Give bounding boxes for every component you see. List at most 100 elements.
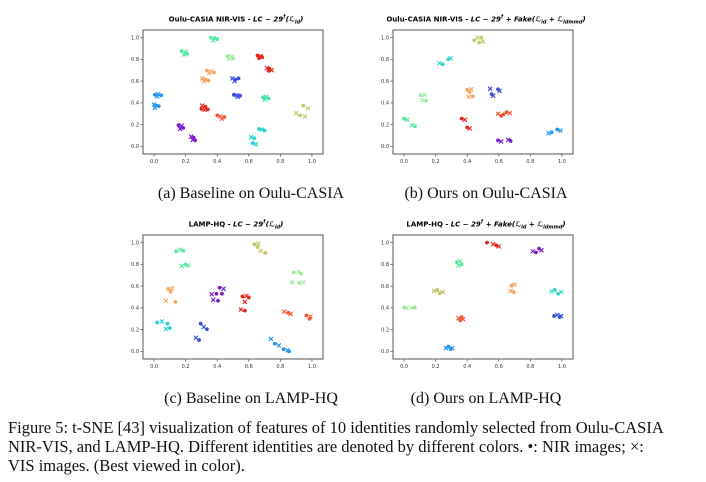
y-tick-label: 0.4 xyxy=(381,101,389,107)
plot-title-segment: LC − 29 xyxy=(253,15,284,24)
vis-x-marker xyxy=(163,298,169,304)
plot-title-segment: id xyxy=(541,19,547,26)
nir-dot-marker xyxy=(198,321,203,326)
identity-cluster xyxy=(205,68,216,76)
vis-x-marker xyxy=(431,288,437,294)
vis-x-marker xyxy=(466,94,472,100)
identity-cluster xyxy=(472,35,486,45)
nir-dot-marker xyxy=(266,96,271,101)
vis-x-marker xyxy=(549,289,554,294)
vis-x-marker xyxy=(253,141,259,147)
vis-x-marker xyxy=(269,67,274,73)
nir-dot-marker xyxy=(298,271,303,276)
plot-title-d: LAMP-HQ - LC − 29† + Fake(ℒid + ℒidmmd) xyxy=(381,219,591,231)
nir-dot-marker xyxy=(205,327,209,331)
figure-caption: Figure 5: t-SNE [43] visualization of fe… xyxy=(8,418,704,475)
nir-dot-marker xyxy=(307,316,312,321)
scatter-plot-a: 0.0 0.0 0.2 0.2 0.4 0.4 0.6 0.6 0.8 0.8 1.0 1.0 xyxy=(131,29,324,165)
nir-dot-marker xyxy=(216,298,220,303)
identity-cluster xyxy=(151,102,161,111)
plot-title-segment: (ℒ xyxy=(285,15,295,24)
nir-dot-marker xyxy=(509,283,514,288)
identity-cluster xyxy=(257,127,267,133)
identity-cluster xyxy=(402,305,417,311)
nir-dot-marker xyxy=(242,308,247,313)
nir-dot-marker xyxy=(287,349,291,354)
identity-cluster xyxy=(179,49,190,57)
vis-x-marker xyxy=(288,311,293,317)
vis-x-marker xyxy=(497,88,502,94)
x-tick-label: 0.2 xyxy=(432,364,440,370)
vis-x-marker xyxy=(193,335,199,341)
nir-dot-marker xyxy=(257,56,261,61)
nir-dot-marker xyxy=(263,251,268,255)
vis-x-marker xyxy=(419,97,425,103)
vis-x-marker xyxy=(404,305,409,311)
nir-dot-marker xyxy=(240,294,245,299)
identity-cluster xyxy=(552,312,564,320)
identity-cluster xyxy=(455,258,464,268)
y-tick-label: 0.0 xyxy=(131,349,139,355)
plot-title-segment: LC − 29 xyxy=(470,15,501,24)
identity-cluster xyxy=(229,76,241,84)
identity-cluster xyxy=(304,313,313,321)
x-tick-label: 0.4 xyxy=(213,159,221,165)
identity-cluster xyxy=(264,65,274,73)
subplot-b: Oulu-CASIA NIR-VIS - LC − 29† + Fake(ℒid… xyxy=(381,8,591,168)
vis-x-marker xyxy=(293,110,299,116)
nir-dot-marker xyxy=(297,280,302,285)
vis-x-marker xyxy=(199,76,205,81)
vis-x-marker xyxy=(201,78,207,84)
identity-cluster xyxy=(402,116,418,129)
identity-cluster xyxy=(268,336,291,354)
vis-x-marker xyxy=(467,126,472,131)
identity-cluster xyxy=(252,241,261,249)
vis-x-marker xyxy=(154,94,160,99)
identity-cluster xyxy=(209,285,226,303)
plot-title-segment: + Fake(ℒ xyxy=(503,15,542,24)
nir-dot-marker xyxy=(205,107,210,112)
vis-x-marker xyxy=(232,78,237,84)
axis-box xyxy=(392,234,574,360)
vis-x-marker xyxy=(480,39,486,44)
vis-x-marker xyxy=(496,244,502,249)
vis-x-marker xyxy=(300,280,306,285)
subplot-d: LAMP-HQ - LC − 29† + Fake(ℒid + ℒidmmd) … xyxy=(381,213,591,373)
nir-dot-marker xyxy=(549,130,554,135)
plot-title-segment: Oulu-CASIA NIR-VIS xyxy=(386,15,463,24)
axis-box xyxy=(392,29,574,155)
vis-x-marker xyxy=(457,258,463,264)
nir-dot-marker xyxy=(459,262,464,267)
y-tick-label: 0.8 xyxy=(131,57,139,63)
plot-title-segment: LAMP-HQ xyxy=(406,220,443,229)
identity-cluster xyxy=(179,262,191,269)
vis-x-marker xyxy=(456,263,461,268)
identity-cluster xyxy=(549,288,564,296)
x-tick-label: 1.0 xyxy=(308,159,316,165)
vis-x-marker xyxy=(508,288,513,294)
subcaption-d: (d) Ours on LAMP-HQ xyxy=(410,390,562,407)
plot-title-segment: + ℒ xyxy=(546,15,564,24)
vis-x-marker xyxy=(490,241,496,247)
plot-title-segment: ) xyxy=(300,15,304,24)
nir-dot-marker xyxy=(250,141,255,146)
nir-dot-marker xyxy=(272,341,277,346)
nir-dot-marker xyxy=(179,49,184,54)
nir-dot-marker xyxy=(156,104,161,109)
plot-title-segment: - xyxy=(225,220,234,229)
plot-title-a: Oulu-CASIA NIR-VIS - LC − 29†(ℒid) xyxy=(131,14,341,26)
vis-x-marker xyxy=(258,248,263,254)
y-tick-label: 0.4 xyxy=(131,306,139,312)
nir-dot-marker xyxy=(413,124,418,129)
y-tick-label: 0.2 xyxy=(381,327,389,333)
nir-dot-marker xyxy=(181,125,186,130)
figure-caption-line-3: VIS images. (Best viewed in color). xyxy=(8,456,245,475)
y-tick-label: 0.6 xyxy=(131,284,139,290)
vis-x-marker xyxy=(219,116,225,121)
x-tick-label: 0.0 xyxy=(150,364,158,370)
vis-x-marker xyxy=(289,280,295,285)
y-tick-label: 0.0 xyxy=(381,349,389,355)
nir-dot-marker xyxy=(496,138,500,143)
vis-x-marker xyxy=(475,35,480,40)
scatter-plot-d: 0.0 0.0 0.2 0.2 0.4 0.4 0.6 0.6 0.8 0.8 1.0 1.0 xyxy=(381,234,574,370)
